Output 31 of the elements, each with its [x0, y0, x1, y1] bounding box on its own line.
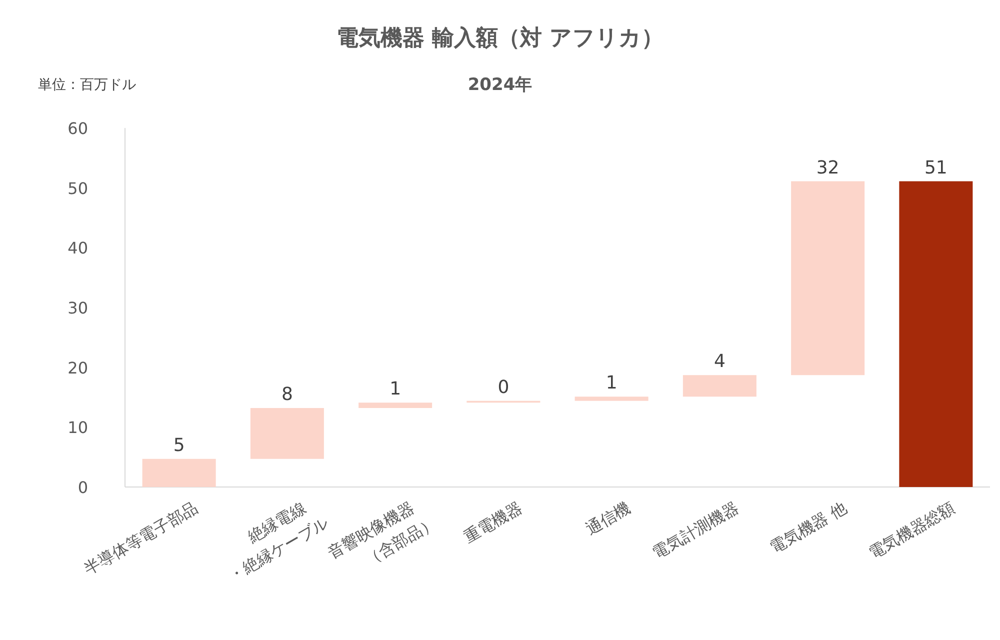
y-tick-label: 50 [68, 178, 88, 198]
x-tick-label: 電気計測機器 [649, 498, 742, 562]
x-tick-label: 半導体等電子部品 [80, 498, 202, 578]
data-label: 1 [390, 378, 402, 400]
data-label: 4 [714, 351, 726, 372]
y-tick-label: 20 [68, 358, 88, 378]
x-tick-label: 電気機器 他 [766, 498, 850, 558]
y-tick-label: 30 [68, 298, 88, 318]
data-label: 0 [498, 376, 510, 398]
data-label: 8 [281, 384, 293, 406]
y-tick-label: 10 [68, 418, 88, 438]
bar [358, 402, 432, 408]
bar [142, 458, 216, 487]
y-tick-label: 0 [78, 478, 88, 497]
bar [899, 181, 973, 487]
chart-title: 電気機器 輸入額（対 アフリカ） [336, 25, 664, 51]
data-label: 5 [173, 434, 185, 456]
x-tick-label: 電気機器総額 [865, 498, 958, 562]
text: 単位：百万ドル [38, 77, 136, 93]
data-label: 1 [606, 372, 618, 394]
bar [682, 375, 756, 397]
y-tick-label: 40 [68, 238, 88, 258]
bar [250, 408, 324, 459]
x-tick-label: 通信機 [582, 498, 634, 538]
chart-subtitle: 2024年 [468, 75, 532, 95]
data-label: 51 [924, 157, 948, 178]
x-tick-label: 重電機器 [460, 498, 526, 546]
bar [574, 396, 648, 401]
data-label: 32 [816, 157, 840, 178]
bar [791, 181, 865, 376]
y-tick-label: 60 [68, 119, 88, 138]
